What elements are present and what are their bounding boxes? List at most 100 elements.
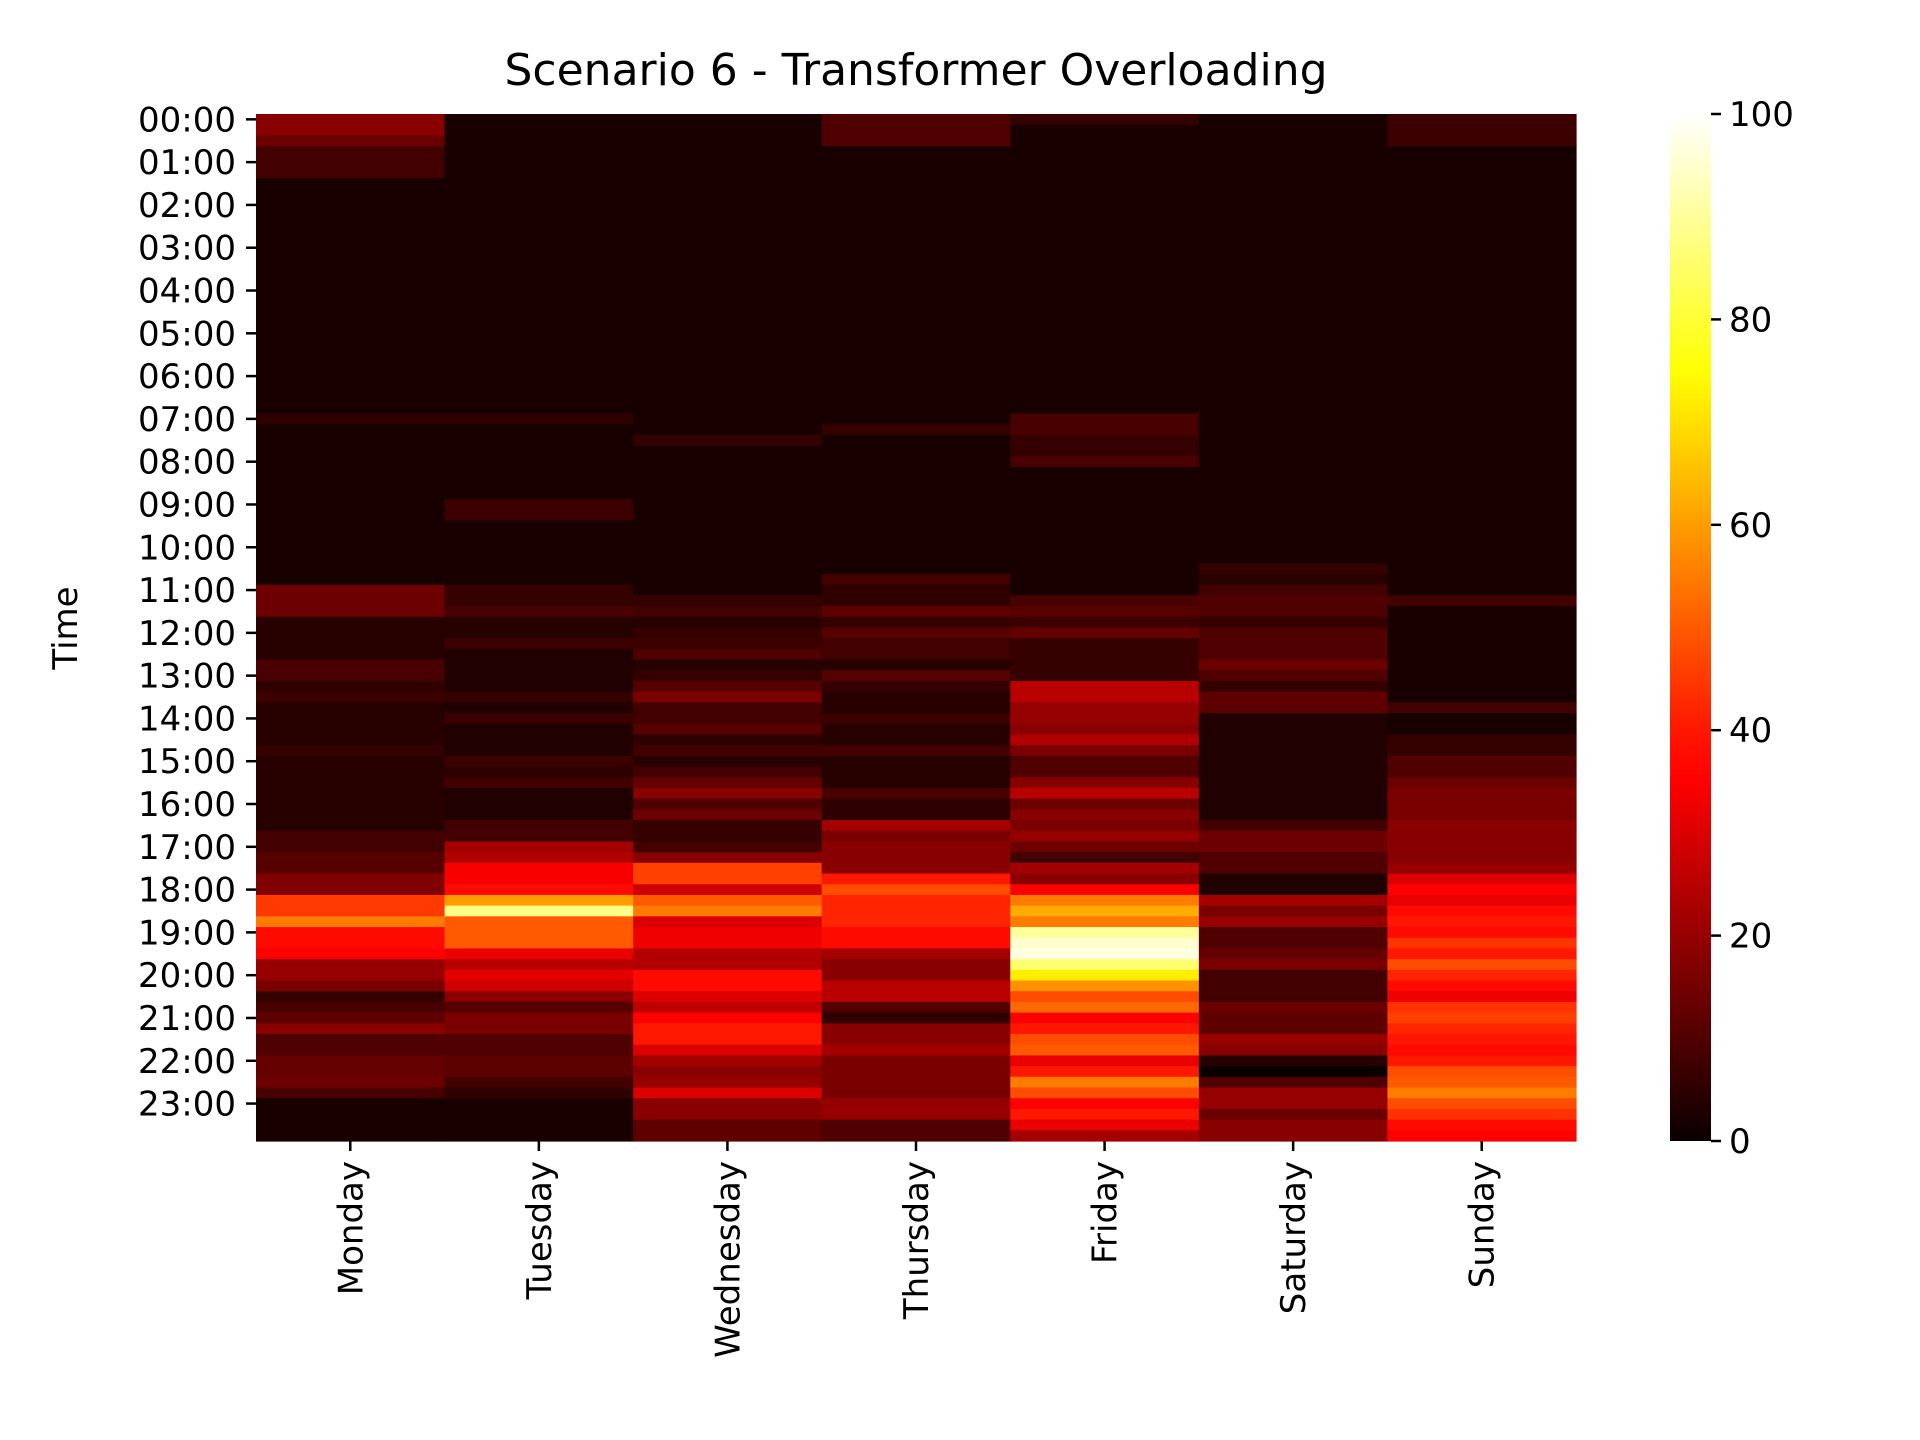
heatmap-cell: [1010, 627, 1200, 639]
heatmap-cell: [633, 884, 823, 896]
heatmap-cell: [1010, 852, 1200, 864]
heatmap-cell: [821, 1023, 1011, 1046]
colorbar: [1670, 114, 1711, 1141]
heatmap-cell: [821, 434, 1011, 575]
y-tick-label: 03:00: [138, 229, 236, 269]
heatmap-cell: [821, 424, 1011, 436]
heatmap-cell: [256, 178, 446, 415]
heatmap-cell: [444, 980, 634, 992]
heatmap-cell: [821, 894, 1011, 928]
heatmap-cell: [633, 1066, 823, 1078]
heatmap-cell: [821, 680, 1011, 693]
heatmap-cell: [444, 1055, 634, 1078]
heatmap-cell: [633, 766, 823, 778]
heatmap-cell: [256, 680, 446, 693]
colorbar-tick-label: 100: [1729, 95, 1794, 135]
y-tick-label: 11:00: [138, 571, 236, 611]
y-tick-label: 10:00: [138, 528, 236, 568]
heatmap-cell: [1198, 884, 1389, 896]
y-tick-label: 21:00: [138, 999, 236, 1039]
heatmap-cell: [633, 723, 823, 736]
heatmap-cell: [1387, 905, 1577, 917]
heatmap-cell: [633, 905, 823, 917]
heatmap-cell: [444, 606, 634, 618]
heatmap-cell: [444, 413, 634, 425]
heatmap-cell: [821, 927, 1011, 950]
heatmap-cell: [1010, 595, 1200, 607]
heatmap-cell: [633, 1119, 823, 1142]
heatmap-cell: [1010, 616, 1200, 629]
heatmap-cell: [1387, 1055, 1577, 1067]
heatmap-cell: [633, 948, 823, 971]
y-tick-label: 22:00: [138, 1042, 236, 1082]
heatmap-cell: [821, 830, 1011, 843]
heatmap-cell: [633, 745, 823, 757]
y-tick-label: 07:00: [138, 400, 236, 440]
heatmap-cell: [1010, 927, 1200, 939]
heatmap-cell: [633, 627, 823, 639]
heatmap-cell: [256, 980, 446, 992]
heatmap-cell: [821, 584, 1011, 607]
heatmap-cell: [633, 1055, 823, 1067]
heatmap-cell: [1387, 606, 1577, 703]
y-tick-label: 00:00: [138, 100, 236, 140]
heatmap-cell: [633, 691, 823, 703]
heatmap-cell: [1387, 595, 1577, 607]
heatmap-cell: [1010, 1034, 1200, 1046]
heatmap-cell: [1010, 916, 1200, 928]
heatmap-cell: [444, 862, 634, 885]
heatmap-cell: [256, 1055, 446, 1078]
heatmap-cell: [444, 520, 634, 586]
heatmap-cell: [1010, 905, 1200, 917]
heatmap-cell: [633, 114, 823, 436]
heatmap-cell: [821, 1076, 1011, 1099]
heatmap-cell: [1198, 969, 1389, 1003]
heatmap-cell: [633, 606, 823, 618]
heatmap-cell: [821, 146, 1011, 425]
heatmap-cell: [256, 659, 446, 682]
heatmap-cell: [1198, 948, 1389, 960]
heatmap-cell: [256, 1012, 446, 1024]
heatmap-cell: [256, 1023, 446, 1035]
heatmap-cell: [1387, 1012, 1577, 1024]
heatmap-cell: [1387, 734, 1577, 757]
heatmap-cell: [1010, 873, 1200, 885]
heatmap-cell: [444, 723, 634, 757]
heatmap-cell: [1010, 702, 1200, 725]
heatmap-cell: [256, 959, 446, 982]
heatmap-cell: [1010, 638, 1200, 682]
x-tick-label: Sunday: [1463, 1161, 1503, 1288]
heatmap-cell: [821, 713, 1011, 725]
heatmap-cell: [1010, 1055, 1200, 1067]
heatmap-cell: [1387, 991, 1577, 1003]
y-tick-label: 19:00: [138, 913, 236, 953]
heatmap-cell: [1198, 873, 1389, 885]
heatmap-cell: [1387, 1001, 1577, 1014]
heatmap-cell: [1010, 1098, 1200, 1110]
heatmap-cell: [444, 991, 634, 1003]
heatmap-cell: [821, 1001, 1011, 1014]
heatmap-cell: [444, 766, 634, 778]
heatmap-cell: [821, 959, 1011, 982]
heatmap-cell: [444, 424, 634, 500]
heatmap-cell: [1010, 862, 1200, 875]
heatmap-cell: [1198, 894, 1389, 907]
y-tick-label: 01:00: [138, 143, 236, 183]
heatmap-cell: [256, 146, 446, 179]
heatmap-cell: [444, 755, 634, 768]
colorbar-tick-label: 0: [1729, 1122, 1751, 1162]
heatmap-cell: [1387, 1044, 1577, 1057]
heatmap-cell: [821, 980, 1011, 1003]
heatmap-cell: [1198, 1119, 1389, 1142]
heatmap-cell: [1010, 884, 1200, 896]
heatmap-cell: [1387, 948, 1577, 960]
heatmap-cell: [1010, 798, 1200, 810]
heatmap-cell: [1198, 1076, 1389, 1089]
y-tick-label: 18:00: [138, 871, 236, 911]
heatmap-cell: [633, 1044, 823, 1057]
heatmap-cell: [821, 616, 1011, 629]
heatmap-cell: [1198, 1001, 1389, 1014]
heatmap-cell: [1198, 1066, 1389, 1078]
heatmap-cell: [1387, 1130, 1577, 1142]
